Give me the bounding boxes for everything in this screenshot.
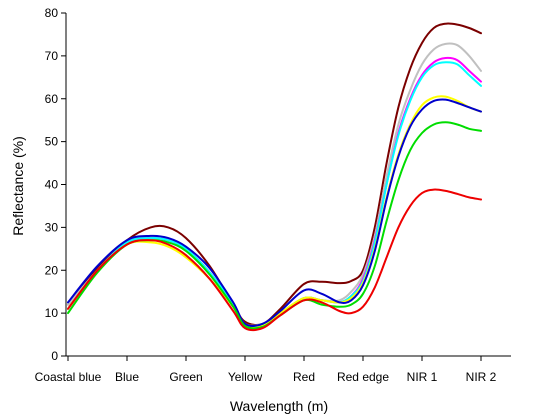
y-tick-label: 80 xyxy=(45,6,59,20)
x-tick-label: Red xyxy=(293,370,315,384)
x-tick-label: Yellow xyxy=(228,370,263,384)
x-tick-label: Red edge xyxy=(337,370,389,384)
x-tick-label: Green xyxy=(169,370,202,384)
x-axis-title: Wavelength (m) xyxy=(230,398,328,414)
series-line-6 xyxy=(67,98,482,327)
y-axis-title: Reflectance (%) xyxy=(10,136,26,236)
x-tick-label: NIR 1 xyxy=(407,370,438,384)
series-line-5 xyxy=(67,95,482,329)
series-line-7 xyxy=(67,121,482,330)
x-tick-label: NIR 2 xyxy=(466,370,497,384)
y-tick-label: 50 xyxy=(45,135,59,149)
y-tick-label: 20 xyxy=(45,263,59,277)
y-tick-label: 60 xyxy=(45,92,59,106)
series-line-8 xyxy=(67,188,482,332)
y-tick-label: 70 xyxy=(45,49,59,63)
x-ticks: Coastal blue Blue Green Yellow Red Red edge NI… xyxy=(35,356,497,384)
x-tick-label: Coastal blue xyxy=(35,370,102,384)
y-tick-label: 30 xyxy=(45,220,59,234)
series-line-1 xyxy=(67,22,482,326)
x-tick-label: Blue xyxy=(115,370,139,384)
series-line-2 xyxy=(67,42,482,327)
series-layer xyxy=(67,22,482,332)
y-tick-label: 0 xyxy=(51,349,58,363)
y-tick-label: 10 xyxy=(45,306,59,320)
y-tick-label: 40 xyxy=(45,178,59,192)
series-line-3 xyxy=(67,56,482,329)
y-ticks: 0 10 20 30 40 50 60 70 80 xyxy=(45,6,66,363)
